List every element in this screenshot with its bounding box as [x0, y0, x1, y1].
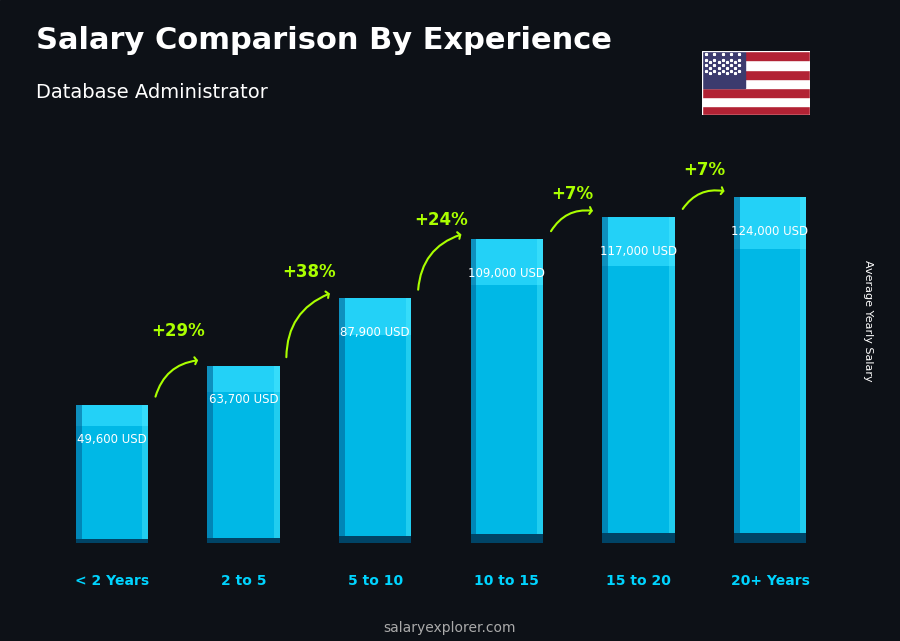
Bar: [734, 197, 740, 544]
Text: +24%: +24%: [414, 211, 468, 229]
Text: 109,000 USD: 109,000 USD: [468, 267, 545, 280]
Bar: [602, 217, 675, 266]
Bar: [669, 217, 675, 544]
Bar: [406, 298, 411, 544]
Text: 63,700 USD: 63,700 USD: [209, 394, 278, 406]
Text: 20+ Years: 20+ Years: [731, 574, 809, 588]
Text: salaryexplorer.com: salaryexplorer.com: [383, 620, 517, 635]
Text: 15 to 20: 15 to 20: [606, 574, 670, 588]
Bar: [602, 533, 675, 544]
Bar: [207, 365, 280, 392]
Bar: [339, 298, 345, 544]
Bar: [274, 365, 280, 544]
Bar: [339, 298, 411, 335]
Text: +38%: +38%: [283, 263, 337, 281]
Bar: [602, 217, 675, 544]
Bar: [702, 88, 810, 97]
Text: Average Yearly Salary: Average Yearly Salary: [863, 260, 873, 381]
Text: Salary Comparison By Experience: Salary Comparison By Experience: [36, 26, 612, 54]
Bar: [76, 405, 82, 544]
Text: +7%: +7%: [683, 161, 725, 179]
Bar: [339, 536, 411, 544]
Bar: [142, 405, 148, 544]
Bar: [207, 538, 280, 544]
Bar: [734, 197, 806, 249]
Text: < 2 Years: < 2 Years: [75, 574, 149, 588]
Bar: [537, 239, 543, 544]
Bar: [207, 365, 280, 544]
Bar: [702, 60, 810, 70]
Text: 49,600 USD: 49,600 USD: [77, 433, 147, 445]
Bar: [702, 79, 810, 88]
Bar: [76, 539, 148, 544]
Bar: [734, 197, 806, 544]
Bar: [76, 405, 148, 426]
Bar: [702, 106, 810, 115]
Bar: [702, 51, 810, 60]
Bar: [800, 197, 806, 544]
Bar: [602, 217, 608, 544]
Text: 87,900 USD: 87,900 USD: [340, 326, 410, 339]
Text: +7%: +7%: [552, 185, 594, 203]
Text: +29%: +29%: [151, 322, 204, 340]
Bar: [471, 534, 543, 544]
Bar: [734, 533, 806, 544]
Text: 2 to 5: 2 to 5: [220, 574, 266, 588]
Bar: [76, 405, 148, 544]
Bar: [471, 239, 543, 285]
Text: 117,000 USD: 117,000 USD: [600, 245, 677, 258]
Bar: [207, 365, 213, 544]
Bar: [471, 239, 543, 544]
Bar: [702, 97, 810, 106]
Bar: [339, 298, 411, 544]
Bar: [702, 70, 810, 79]
Bar: [702, 51, 745, 88]
Text: Database Administrator: Database Administrator: [36, 83, 268, 103]
Text: 10 to 15: 10 to 15: [474, 574, 539, 588]
Bar: [471, 239, 476, 544]
Text: 124,000 USD: 124,000 USD: [732, 225, 808, 238]
Text: 5 to 10: 5 to 10: [347, 574, 403, 588]
